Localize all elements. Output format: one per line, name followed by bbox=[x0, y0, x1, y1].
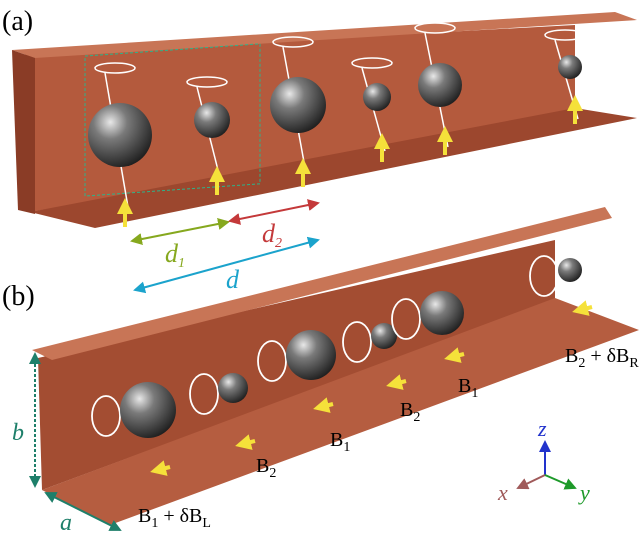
subscript: 2 bbox=[578, 356, 585, 371]
sphere bbox=[194, 102, 230, 138]
subscript: 1 bbox=[471, 386, 478, 401]
subscript: 2 bbox=[275, 236, 282, 251]
sphere bbox=[286, 330, 336, 380]
text-part: + δB bbox=[158, 505, 202, 527]
label: d bbox=[226, 265, 240, 294]
label: x bbox=[497, 480, 508, 505]
subscript: 2 bbox=[413, 410, 420, 425]
label: b bbox=[12, 420, 24, 446]
sphere bbox=[120, 382, 176, 438]
sphere bbox=[88, 103, 152, 167]
subscript: 1 bbox=[343, 440, 350, 455]
subscript: R bbox=[629, 356, 639, 371]
label: d2 bbox=[262, 219, 282, 251]
text-part: B bbox=[256, 455, 269, 477]
sphere bbox=[218, 373, 248, 403]
text-part: d bbox=[165, 239, 179, 268]
label: (a) bbox=[2, 6, 33, 37]
label: B2 + δBR bbox=[565, 345, 639, 371]
label: B1 + δBL bbox=[138, 505, 211, 531]
sphere bbox=[270, 77, 326, 133]
subscript: 1 bbox=[178, 256, 185, 271]
subscript: L bbox=[202, 516, 211, 531]
label: z bbox=[537, 416, 547, 441]
label: (b) bbox=[2, 281, 35, 312]
text-part: B bbox=[400, 399, 413, 421]
subscript: 2 bbox=[269, 466, 276, 481]
figure: (a)(b)d1d2dbaB1 + δBLB2B1B2B1B2 + δBRzxy bbox=[0, 0, 639, 534]
sphere bbox=[420, 291, 464, 335]
text-part: B bbox=[565, 345, 578, 367]
sphere bbox=[363, 83, 391, 111]
label: a bbox=[60, 510, 72, 534]
sphere bbox=[418, 63, 462, 107]
label: y bbox=[578, 480, 590, 505]
sphere bbox=[558, 55, 582, 79]
label: d1 bbox=[165, 239, 185, 271]
text-part: + δB bbox=[585, 345, 629, 367]
text-part: d bbox=[262, 219, 276, 248]
text-part: B bbox=[458, 375, 471, 397]
text-part: B bbox=[138, 505, 151, 527]
text-part: B bbox=[330, 429, 343, 451]
sphere bbox=[558, 258, 582, 282]
subscript: 1 bbox=[151, 516, 158, 531]
